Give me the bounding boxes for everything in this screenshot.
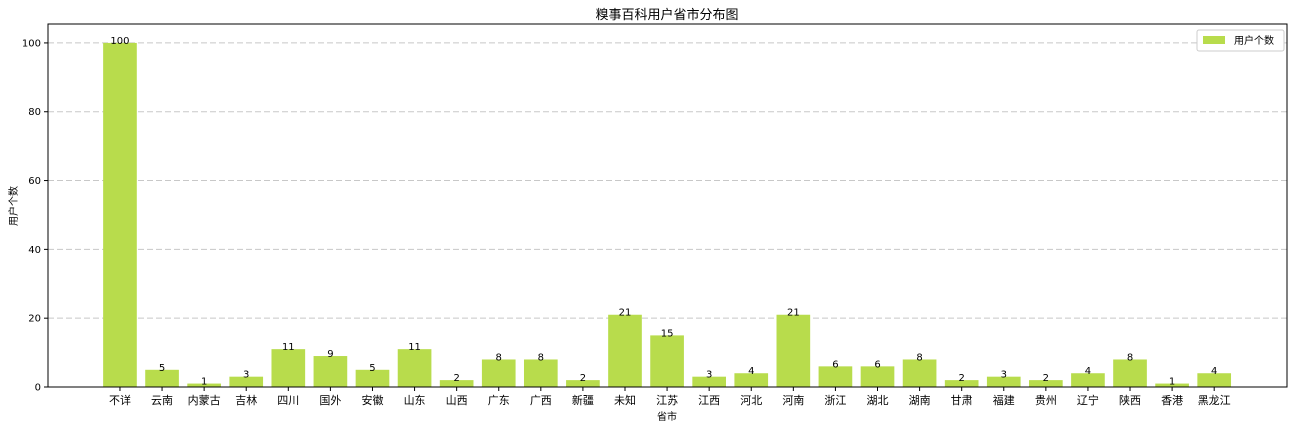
bar-江苏 — [650, 335, 684, 387]
bar-新疆 — [566, 380, 600, 387]
bar-value-label: 6 — [832, 359, 838, 370]
y-tick-label: 0 — [35, 383, 41, 394]
bar-value-label: 4 — [1085, 366, 1091, 377]
bar-广东 — [481, 359, 516, 387]
bar-辽宁 — [1071, 373, 1105, 387]
bar-湖北 — [860, 366, 895, 387]
bar-广西 — [523, 359, 558, 387]
x-tick-label: 广西 — [530, 394, 552, 407]
bar-value-label: 8 — [1127, 352, 1133, 363]
bar-山西 — [439, 380, 474, 387]
y-tick-label: 20 — [28, 314, 41, 325]
bar-value-label: 3 — [706, 370, 712, 381]
legend: 用户个数 — [1196, 29, 1285, 52]
bar-value-label: 2 — [1043, 373, 1049, 384]
x-tick-label: 云南 — [151, 394, 173, 407]
bar-value-label: 11 — [282, 342, 295, 353]
bar-吉林 — [229, 376, 264, 387]
x-tick-label: 吉林 — [235, 393, 257, 407]
bar-贵州 — [1029, 380, 1063, 387]
bar-value-label: 4 — [748, 366, 754, 377]
bar-value-label: 2 — [453, 373, 459, 384]
y-tick-label: 80 — [28, 107, 41, 118]
x-tick-label: 内蒙古 — [188, 393, 221, 407]
x-tick-label: 甘肃 — [951, 394, 973, 407]
bar-陕西 — [1113, 359, 1147, 387]
x-tick-label: 山西 — [446, 394, 468, 407]
x-tick-label: 四川 — [277, 394, 299, 407]
legend-box — [1196, 29, 1285, 52]
x-tick-label: 河南 — [782, 394, 804, 407]
bar-河北 — [734, 373, 769, 387]
bar-value-label: 8 — [538, 352, 544, 363]
bar-未知 — [608, 314, 642, 387]
bar-value-label: 2 — [958, 373, 964, 384]
bar-value-label: 3 — [243, 370, 249, 381]
x-tick-label: 湖北 — [867, 394, 889, 407]
y-tick-label: 60 — [28, 176, 41, 187]
x-tick-label: 湖南 — [909, 394, 931, 407]
bar-value-label: 15 — [661, 328, 674, 339]
bar-四川 — [271, 349, 306, 387]
bar-黑龙江 — [1197, 373, 1232, 387]
bar-value-label: 9 — [327, 349, 333, 360]
x-tick-label: 辽宁 — [1077, 393, 1099, 407]
bar-江西 — [692, 376, 726, 387]
x-tick-label: 安徽 — [361, 393, 383, 407]
bar-value-label: 100 — [110, 36, 129, 47]
x-tick-label: 山东 — [404, 394, 426, 407]
x-axis-label: 省市 — [657, 410, 677, 423]
x-tick-label: 陕西 — [1119, 393, 1141, 407]
bar-河南 — [776, 314, 811, 387]
bar-浙江 — [818, 366, 853, 387]
bar-value-label: 1 — [1169, 377, 1175, 388]
bar-香港 — [1155, 383, 1189, 387]
bar-value-label: 8 — [496, 352, 502, 363]
bar-山东 — [397, 349, 432, 387]
bar-value-label: 21 — [787, 308, 800, 319]
bar-value-label: 21 — [619, 308, 632, 319]
bar-国外 — [313, 356, 348, 387]
bar-内蒙古 — [187, 383, 221, 387]
bar-value-label: 6 — [874, 359, 880, 370]
bar-value-label: 5 — [159, 363, 165, 374]
x-tick-label: 福建 — [993, 393, 1015, 407]
y-axis-label: 用户个数 — [7, 186, 20, 226]
y-tick-label: 40 — [28, 245, 41, 256]
y-tick-label: 100 — [22, 38, 41, 49]
bar-甘肃 — [944, 380, 979, 387]
bar-value-label: 8 — [916, 352, 922, 363]
legend-label: 用户个数 — [1234, 34, 1274, 47]
legend-swatch — [1203, 36, 1225, 44]
x-tick-label: 河北 — [740, 394, 762, 407]
x-tick-label: 新疆 — [572, 393, 594, 407]
x-tick-label: 黑龙江 — [1198, 394, 1231, 407]
bar-value-label: 4 — [1211, 366, 1217, 377]
bar-不详 — [103, 42, 137, 388]
bar-value-label: 2 — [580, 373, 586, 384]
plot-frame — [47, 23, 1288, 388]
bar-value-label: 3 — [1001, 370, 1007, 381]
bar-湖南 — [902, 359, 937, 387]
bar-云南 — [145, 369, 179, 387]
x-tick-label: 浙江 — [824, 394, 846, 407]
x-tick-label: 国外 — [319, 394, 341, 407]
x-tick-label: 江西 — [698, 394, 720, 407]
bar-value-label: 11 — [408, 342, 421, 353]
x-tick-label: 香港 — [1161, 394, 1183, 407]
bar-value-label: 1 — [201, 377, 207, 388]
x-tick-label: 不详 — [109, 393, 131, 407]
x-tick-label: 广东 — [488, 394, 510, 407]
x-tick-label: 未知 — [614, 393, 636, 407]
chart-title: 糗事百科用户省市分布图 — [595, 7, 738, 23]
bar-安徽 — [355, 369, 390, 387]
bar-value-label: 5 — [369, 363, 375, 374]
bar-福建 — [986, 376, 1021, 387]
x-tick-label: 江苏 — [656, 394, 678, 407]
x-tick-label: 贵州 — [1035, 394, 1057, 407]
